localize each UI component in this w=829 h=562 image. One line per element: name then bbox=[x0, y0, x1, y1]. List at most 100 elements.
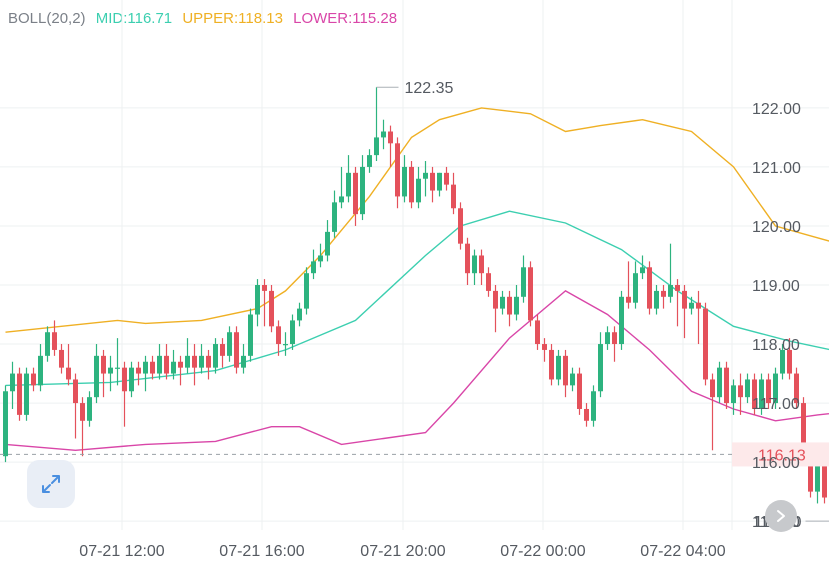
candle-body bbox=[220, 344, 225, 356]
candle bbox=[276, 320, 281, 356]
candle bbox=[493, 285, 498, 333]
y-tick-label: 122.00 bbox=[752, 101, 801, 118]
candle-body bbox=[297, 308, 302, 321]
candle bbox=[122, 361, 127, 427]
candle bbox=[661, 285, 666, 309]
candle-body bbox=[472, 255, 477, 274]
candle-body bbox=[192, 355, 197, 368]
candle bbox=[619, 290, 624, 350]
candle-body bbox=[143, 361, 148, 374]
candle bbox=[577, 367, 582, 415]
candle-body bbox=[269, 290, 274, 327]
candle bbox=[199, 344, 204, 374]
candle bbox=[143, 355, 148, 392]
candle bbox=[696, 290, 701, 345]
candle bbox=[101, 349, 106, 398]
candle-body bbox=[465, 243, 470, 274]
candle-body bbox=[458, 208, 463, 244]
candle bbox=[703, 302, 708, 386]
candle-body bbox=[710, 379, 715, 398]
candle bbox=[584, 403, 589, 427]
candle-body bbox=[178, 361, 183, 368]
candle-body bbox=[325, 231, 330, 256]
lower-band-line bbox=[5, 290, 829, 452]
candle-body bbox=[598, 344, 603, 392]
candle bbox=[353, 166, 358, 226]
candle-body bbox=[262, 285, 267, 291]
candle bbox=[591, 385, 596, 427]
candle bbox=[521, 255, 526, 303]
candle bbox=[374, 87, 379, 162]
candle bbox=[185, 338, 190, 374]
candle bbox=[395, 137, 400, 209]
candle-body bbox=[794, 373, 799, 404]
candle-body bbox=[563, 355, 568, 386]
candle bbox=[745, 373, 750, 404]
candle bbox=[423, 161, 428, 197]
candle-body bbox=[780, 349, 785, 374]
mid-band-line bbox=[5, 210, 829, 387]
candle bbox=[640, 255, 645, 280]
candle-body bbox=[640, 267, 645, 274]
candle bbox=[52, 320, 57, 356]
x-tick-label: 07-22 04:00 bbox=[640, 543, 726, 560]
candle bbox=[752, 373, 757, 415]
candle-body bbox=[346, 172, 351, 197]
candle bbox=[24, 367, 29, 421]
high-price-label: 122.35 bbox=[405, 80, 454, 97]
candle bbox=[234, 326, 239, 374]
candle bbox=[297, 302, 302, 327]
candle bbox=[689, 296, 694, 315]
candle-body bbox=[577, 373, 582, 409]
candle-body bbox=[759, 379, 764, 409]
candle-body bbox=[206, 355, 211, 368]
candle bbox=[675, 279, 680, 327]
candle-body bbox=[199, 355, 204, 368]
legend: BOLL(20,2) MID:116.71 UPPER:118.13 LOWER… bbox=[8, 10, 403, 27]
candle-body bbox=[500, 296, 505, 309]
scroll-right-icon bbox=[777, 510, 785, 522]
candle bbox=[262, 279, 267, 327]
candle-body bbox=[633, 273, 638, 303]
candle bbox=[766, 373, 771, 409]
axes: 122.00 121.00 120.00 119.00 118.00 117.00 116.… bbox=[79, 101, 801, 560]
candle-body bbox=[479, 255, 484, 274]
candle bbox=[248, 308, 253, 362]
candle bbox=[605, 326, 610, 350]
candle-body bbox=[682, 290, 687, 309]
candle-body bbox=[605, 332, 610, 345]
candle-body bbox=[38, 355, 43, 386]
candle-body bbox=[94, 355, 99, 398]
candle bbox=[514, 285, 519, 321]
scroll-right-button[interactable] bbox=[765, 500, 797, 532]
candle-body bbox=[101, 355, 106, 374]
candle bbox=[556, 349, 561, 386]
candle bbox=[150, 355, 155, 380]
candle-body bbox=[290, 320, 295, 345]
candle-body bbox=[584, 408, 589, 421]
upper-band-line bbox=[5, 107, 829, 333]
candle-body bbox=[108, 367, 113, 374]
candle bbox=[10, 361, 15, 409]
candle bbox=[290, 314, 295, 350]
candle bbox=[633, 261, 638, 309]
candle-body bbox=[311, 261, 316, 274]
candle bbox=[157, 344, 162, 380]
candle-body bbox=[486, 273, 491, 291]
candle-body bbox=[444, 172, 449, 185]
candle-body bbox=[738, 385, 743, 398]
candle bbox=[626, 261, 631, 309]
candle bbox=[220, 338, 225, 368]
current-price-tag bbox=[732, 442, 829, 467]
candle-body bbox=[773, 373, 778, 404]
candle-body bbox=[87, 397, 92, 421]
candle-body bbox=[45, 332, 50, 356]
candle-body bbox=[521, 267, 526, 297]
candle-body bbox=[675, 285, 680, 291]
x-tick-label: 07-21 12:00 bbox=[79, 543, 165, 560]
expand-button[interactable] bbox=[27, 460, 75, 508]
candle-body bbox=[724, 367, 729, 404]
legend-upper: UPPER:118.13 bbox=[182, 10, 283, 27]
